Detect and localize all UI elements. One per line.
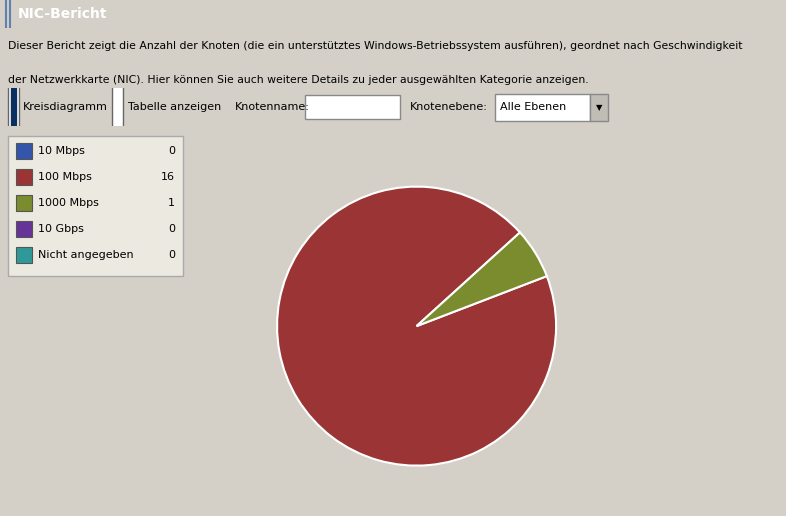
Text: NIC-Bericht: NIC-Bericht bbox=[17, 7, 107, 21]
Text: Alle Ebenen: Alle Ebenen bbox=[500, 102, 566, 112]
Text: 1: 1 bbox=[168, 199, 175, 208]
Text: Tabelle anzeigen: Tabelle anzeigen bbox=[128, 102, 221, 112]
Text: 10 Gbps: 10 Gbps bbox=[38, 224, 84, 234]
Wedge shape bbox=[417, 232, 547, 326]
Text: Knotenname:: Knotenname: bbox=[235, 102, 310, 112]
Circle shape bbox=[9, 0, 20, 320]
Text: ▼: ▼ bbox=[596, 103, 602, 111]
Text: 1000 Mbps: 1000 Mbps bbox=[38, 199, 99, 208]
Text: Kreisdiagramm: Kreisdiagramm bbox=[23, 102, 108, 112]
Text: 10 Mbps: 10 Mbps bbox=[38, 147, 85, 156]
Text: 16: 16 bbox=[161, 172, 175, 183]
Text: 100 Mbps: 100 Mbps bbox=[38, 172, 92, 183]
Text: 0: 0 bbox=[168, 250, 175, 261]
FancyBboxPatch shape bbox=[495, 93, 590, 121]
Text: der Netzwerkkarte (NIC). Hier können Sie auch weitere Details zu jeder ausgewähl: der Netzwerkkarte (NIC). Hier können Sie… bbox=[8, 75, 589, 85]
Wedge shape bbox=[277, 187, 556, 465]
Text: 0: 0 bbox=[168, 224, 175, 234]
Text: Nicht angegeben: Nicht angegeben bbox=[38, 250, 134, 261]
Text: Knotenebene:: Knotenebene: bbox=[410, 102, 488, 112]
Text: 0: 0 bbox=[168, 147, 175, 156]
Bar bbox=[16, 221, 32, 237]
Bar bbox=[16, 248, 32, 264]
Circle shape bbox=[12, 10, 17, 204]
Bar bbox=[16, 143, 32, 159]
Bar bbox=[16, 196, 32, 212]
FancyBboxPatch shape bbox=[305, 95, 400, 120]
Circle shape bbox=[112, 0, 123, 320]
FancyBboxPatch shape bbox=[590, 93, 608, 121]
Text: Dieser Bericht zeigt die Anzahl der Knoten (die ein unterstütztes Windows-Betrie: Dieser Bericht zeigt die Anzahl der Knot… bbox=[8, 41, 743, 52]
Bar bbox=[16, 169, 32, 185]
FancyBboxPatch shape bbox=[8, 137, 183, 277]
